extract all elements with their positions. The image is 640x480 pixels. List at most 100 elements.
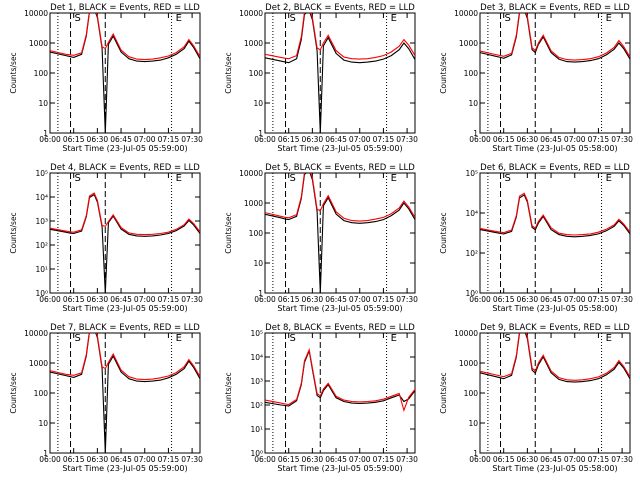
- y-tick-label: 100: [249, 69, 264, 78]
- y-tick-label: 1: [473, 449, 478, 458]
- y-tick-label: 10: [253, 259, 263, 268]
- x-tick-label: 06:15: [278, 135, 300, 144]
- y-tick-label: 10000: [239, 169, 263, 178]
- end-marker: E: [606, 13, 612, 24]
- x-tick-label: 06:45: [110, 455, 132, 464]
- x-tick-label: 06:45: [325, 295, 347, 304]
- series-lld-line: [50, 13, 200, 61]
- start-marker: S: [290, 13, 296, 24]
- chart-title: Det 9, BLACK = Events, RED = LLD: [480, 323, 630, 333]
- x-axis-label: Start Time (23-Jul-05 05:59:00): [277, 144, 402, 153]
- plot-frame: [264, 172, 416, 294]
- series-lld-line: [480, 333, 630, 381]
- x-tick-label: 06:15: [63, 455, 85, 464]
- x-tick-label: 06:30: [302, 455, 324, 464]
- x-tick-label: 07:15: [158, 455, 180, 464]
- chart-title: Det 5, BLACK = Events, RED = LLD: [265, 163, 415, 173]
- x-tick-label: 07:30: [181, 295, 203, 304]
- y-tick-label: 10⁰: [250, 449, 263, 458]
- chart-panel-3: 1 10 100 1000 10000 06:00 06:15 06:30 06:45 07:00…: [439, 3, 633, 153]
- y-axis-label: Counts/sec: [9, 372, 18, 413]
- x-tick-label: 06:00: [469, 455, 491, 464]
- y-tick-label: 1000: [244, 39, 263, 48]
- series-events-line: [50, 193, 200, 293]
- x-tick-label: 07:30: [611, 455, 633, 464]
- x-tick-label: 06:30: [302, 135, 324, 144]
- y-tick-label: 1000: [459, 359, 478, 368]
- x-tick-label: 07:15: [373, 295, 395, 304]
- y-tick-label: 10⁰: [465, 289, 478, 298]
- y-tick-label: 1: [258, 129, 263, 138]
- chart-panel-2: 1 10 100 1000 10000 06:00 06:15 06:30 06:45 07:00…: [224, 3, 418, 153]
- x-tick-label: 06:30: [517, 295, 539, 304]
- start-marker: S: [75, 173, 81, 184]
- chart-panel-9: 1 10 100 1000 10000 06:00 06:15 06:30 06:45 07:00…: [439, 323, 633, 473]
- x-tick-label: 07:15: [588, 135, 610, 144]
- y-tick-label: 1: [43, 129, 48, 138]
- x-tick-label: 06:00: [469, 295, 491, 304]
- y-tick-label: 10000: [454, 329, 478, 338]
- chart-panel-7: 1 10 100 1000 10000 06:00 06:15 06:30 06:45 07:00…: [9, 323, 203, 473]
- x-axis-label: Start Time (23-Jul-05 05:59:00): [62, 464, 187, 473]
- x-axis-label: Start Time (23-Jul-05 05:59:00): [62, 304, 187, 313]
- end-marker: E: [176, 173, 182, 184]
- x-tick-label: 06:45: [540, 135, 562, 144]
- y-axis-label: Counts/sec: [439, 372, 448, 413]
- y-tick-label: 10: [468, 99, 478, 108]
- y-tick-label: 10²: [250, 401, 263, 410]
- x-tick-label: 06:45: [110, 135, 132, 144]
- x-tick-label: 07:00: [349, 455, 371, 464]
- series-lld-line: [50, 333, 200, 381]
- end-marker: E: [176, 333, 182, 344]
- start-marker: S: [505, 173, 511, 184]
- x-tick-label: 07:15: [588, 455, 610, 464]
- x-axis-label: Start Time (23-Jul-05 05:58:00): [492, 464, 617, 473]
- y-axis-label: Counts/sec: [9, 52, 18, 93]
- x-tick-label: 06:15: [63, 135, 85, 144]
- x-tick-label: 06:45: [325, 455, 347, 464]
- x-tick-label: 07:15: [373, 455, 395, 464]
- start-marker: S: [505, 333, 511, 344]
- y-tick-label: 10¹: [35, 265, 48, 274]
- x-axis-label: Start Time (23-Jul-05 05:58:00): [492, 144, 617, 153]
- y-tick-label: 1: [258, 289, 263, 298]
- chart-title: Det 4, BLACK = Events, RED = LLD: [50, 163, 200, 173]
- y-tick-label: 10⁵: [465, 169, 478, 178]
- x-tick-label: 06:15: [493, 135, 515, 144]
- x-tick-label: 07:30: [396, 295, 418, 304]
- end-marker: E: [606, 333, 612, 344]
- y-tick-label: 100: [249, 229, 264, 238]
- x-tick-label: 06:15: [278, 455, 300, 464]
- chart-title: Det 3, BLACK = Events, RED = LLD: [480, 3, 630, 13]
- y-tick-label: 10000: [24, 329, 48, 338]
- y-axis-label: Counts/sec: [9, 212, 18, 253]
- chart-title: Det 1, BLACK = Events, RED = LLD: [50, 3, 200, 13]
- x-tick-label: 06:00: [39, 455, 61, 464]
- chart-title: Det 7, BLACK = Events, RED = LLD: [50, 323, 200, 333]
- x-tick-label: 07:30: [611, 295, 633, 304]
- x-tick-label: 06:00: [469, 135, 491, 144]
- chart-panel-5: 1 10 100 1000 10000 06:00 06:15 06:30 06:45 07:00…: [224, 163, 418, 313]
- x-tick-label: 07:30: [396, 455, 418, 464]
- y-tick-label: 10¹: [250, 425, 263, 434]
- series-events-line: [50, 13, 200, 133]
- y-tick-label: 10³: [250, 377, 263, 386]
- series-events-line: [265, 348, 415, 407]
- series-lld-line: [265, 173, 415, 222]
- series-events-line: [480, 333, 630, 383]
- series-lld-line: [480, 192, 630, 236]
- y-tick-label: 10: [468, 419, 478, 428]
- y-tick-label: 10: [38, 419, 48, 428]
- start-marker: S: [290, 173, 296, 184]
- x-tick-label: 07:00: [349, 135, 371, 144]
- start-marker: S: [75, 333, 81, 344]
- y-tick-label: 10⁰: [35, 289, 48, 298]
- y-tick-label: 100: [34, 389, 49, 398]
- x-tick-label: 07:30: [181, 135, 203, 144]
- end-marker: E: [176, 13, 182, 24]
- y-axis-label: Counts/sec: [439, 212, 448, 253]
- series-lld-line: [265, 347, 415, 413]
